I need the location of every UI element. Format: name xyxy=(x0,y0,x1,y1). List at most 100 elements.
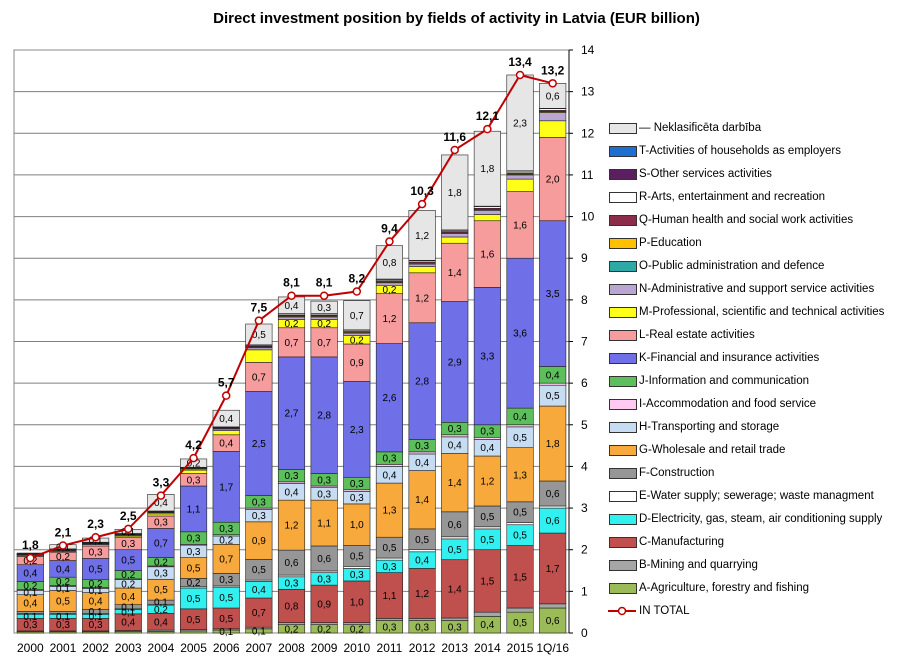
segment-value-label: 0,1 xyxy=(89,586,103,597)
total-value-label: 2,5 xyxy=(120,509,137,523)
y-tick-label: 6 xyxy=(581,376,588,390)
bar-segment xyxy=(245,347,273,351)
segment-value-label: 0,3 xyxy=(415,441,429,452)
bar-segment xyxy=(539,405,567,482)
legend-label: — Neklasificēta darbība xyxy=(639,122,762,134)
segment-value-label: 0,5 xyxy=(513,531,527,542)
legend-item: S-Other services activities xyxy=(607,166,884,189)
bar-segment xyxy=(375,245,403,280)
segment-value-label: 1,8 xyxy=(480,164,494,175)
segment-value-label: 0,4 xyxy=(121,592,135,603)
segment-value-label: 1,7 xyxy=(546,564,560,575)
bar-segment xyxy=(343,343,371,382)
legend-swatch xyxy=(609,399,637,410)
segment-value-label: 0,4 xyxy=(382,470,396,481)
bar-segment xyxy=(408,210,436,261)
segment-value-label: 0,1 xyxy=(252,626,266,637)
segment-value-label: 0,4 xyxy=(480,443,494,454)
legend-swatch xyxy=(609,537,637,548)
segment-value-label: 0,3 xyxy=(219,575,233,586)
bar-segment xyxy=(375,482,403,538)
segment-value-label: 0,3 xyxy=(317,303,331,314)
segment-value-label: 1,4 xyxy=(448,584,462,595)
segment-value-label: 0,3 xyxy=(154,518,168,529)
segment-value-label: 0,2 xyxy=(350,624,364,635)
segment-value-label: 1,2 xyxy=(285,521,299,532)
segment-value-label: 0,2 xyxy=(317,319,331,330)
segment-value-label: 0,4 xyxy=(121,618,135,629)
segment-value-label: 0,5 xyxy=(187,564,201,575)
segment-value-label: 0,2 xyxy=(121,579,135,590)
bar-segment xyxy=(539,532,567,605)
y-tick-label: 3 xyxy=(581,501,588,515)
legend-item: D-Electricity, gas, steam, air condition… xyxy=(607,511,884,534)
legend-swatch xyxy=(609,146,637,157)
segment-value-label: 0,5 xyxy=(187,615,201,626)
segment-value-label: 0,3 xyxy=(187,534,201,545)
legend-label: T-Activities of households as employers xyxy=(639,145,841,157)
x-tick-label: 1Q/16 xyxy=(536,641,569,655)
bar-segment xyxy=(473,455,501,507)
legend-swatch xyxy=(609,215,637,226)
bar-segment xyxy=(473,526,501,530)
bar-segment xyxy=(539,220,567,367)
legend-label: L-Real estate activities xyxy=(639,329,755,341)
segment-value-label: 0,8 xyxy=(382,258,396,269)
bar-segment xyxy=(343,300,371,331)
segment-value-label: 0,5 xyxy=(219,614,233,625)
segment-value-label: 1,2 xyxy=(480,477,494,488)
total-value-label: 5,7 xyxy=(218,376,235,390)
legend-label: E-Water supply; sewerage; waste managmen… xyxy=(639,490,874,502)
bar-segment xyxy=(473,287,501,426)
segment-value-label: 0,5 xyxy=(252,565,266,576)
segment-value-label: 0,3 xyxy=(23,620,37,631)
total-marker xyxy=(91,532,100,542)
legend-marker xyxy=(617,606,627,616)
legend-swatch xyxy=(609,491,637,502)
segment-value-label: 0,2 xyxy=(56,577,70,588)
segment-value-label: 0,1 xyxy=(56,612,70,623)
segment-value-label: 0,9 xyxy=(350,358,364,369)
segment-value-label: 0,4 xyxy=(415,458,429,469)
segment-value-label: 1,5 xyxy=(480,576,494,587)
total-value-label: 12,1 xyxy=(476,109,500,123)
segment-value-label: 0,2 xyxy=(219,536,233,547)
legend-item: F-Construction xyxy=(607,465,884,488)
segment-value-label: 1,6 xyxy=(513,220,527,231)
legend-swatch xyxy=(609,353,637,364)
segment-value-label: 1,2 xyxy=(415,231,429,242)
bar-segment xyxy=(245,521,273,560)
stacked-bars xyxy=(16,74,567,634)
segment-value-label: 0,9 xyxy=(252,536,266,547)
total-marker xyxy=(548,79,557,88)
bar-segment xyxy=(277,499,306,551)
total-value-label: 2,1 xyxy=(55,526,72,540)
legend-label: D-Electricity, gas, steam, air condition… xyxy=(639,513,883,525)
segment-value-label: 0,7 xyxy=(154,539,168,550)
segment-value-label: 0,5 xyxy=(89,564,103,575)
segment-value-label: 0,7 xyxy=(219,554,233,565)
segment-value-label: 0,6 xyxy=(546,616,560,627)
segment-value-label: 0,4 xyxy=(480,620,494,631)
segment-value-label: 2,7 xyxy=(285,409,299,420)
segment-value-label: 0,2 xyxy=(187,459,201,470)
segment-value-label: 0,2 xyxy=(121,570,135,581)
bar-segment xyxy=(506,174,534,180)
segment-value-label: 0,3 xyxy=(252,497,266,508)
bar-segment xyxy=(441,617,469,621)
bar-segment xyxy=(441,301,469,423)
x-tick-label: 2000 xyxy=(17,641,44,655)
bar-segment xyxy=(539,505,567,509)
y-tick-label: 8 xyxy=(581,293,588,307)
segment-value-label: 0,3 xyxy=(89,548,103,559)
bar-segment xyxy=(147,513,175,517)
bar-segment xyxy=(408,470,436,530)
x-tick-label: 2001 xyxy=(50,641,77,655)
legend-item: I-Accommodation and food service xyxy=(607,396,884,419)
legend-swatch xyxy=(609,445,637,456)
x-tick-label: 2002 xyxy=(82,641,109,655)
bar-segment xyxy=(408,272,436,324)
segment-value-label: 2,0 xyxy=(546,175,560,186)
bar-segment xyxy=(375,293,403,344)
